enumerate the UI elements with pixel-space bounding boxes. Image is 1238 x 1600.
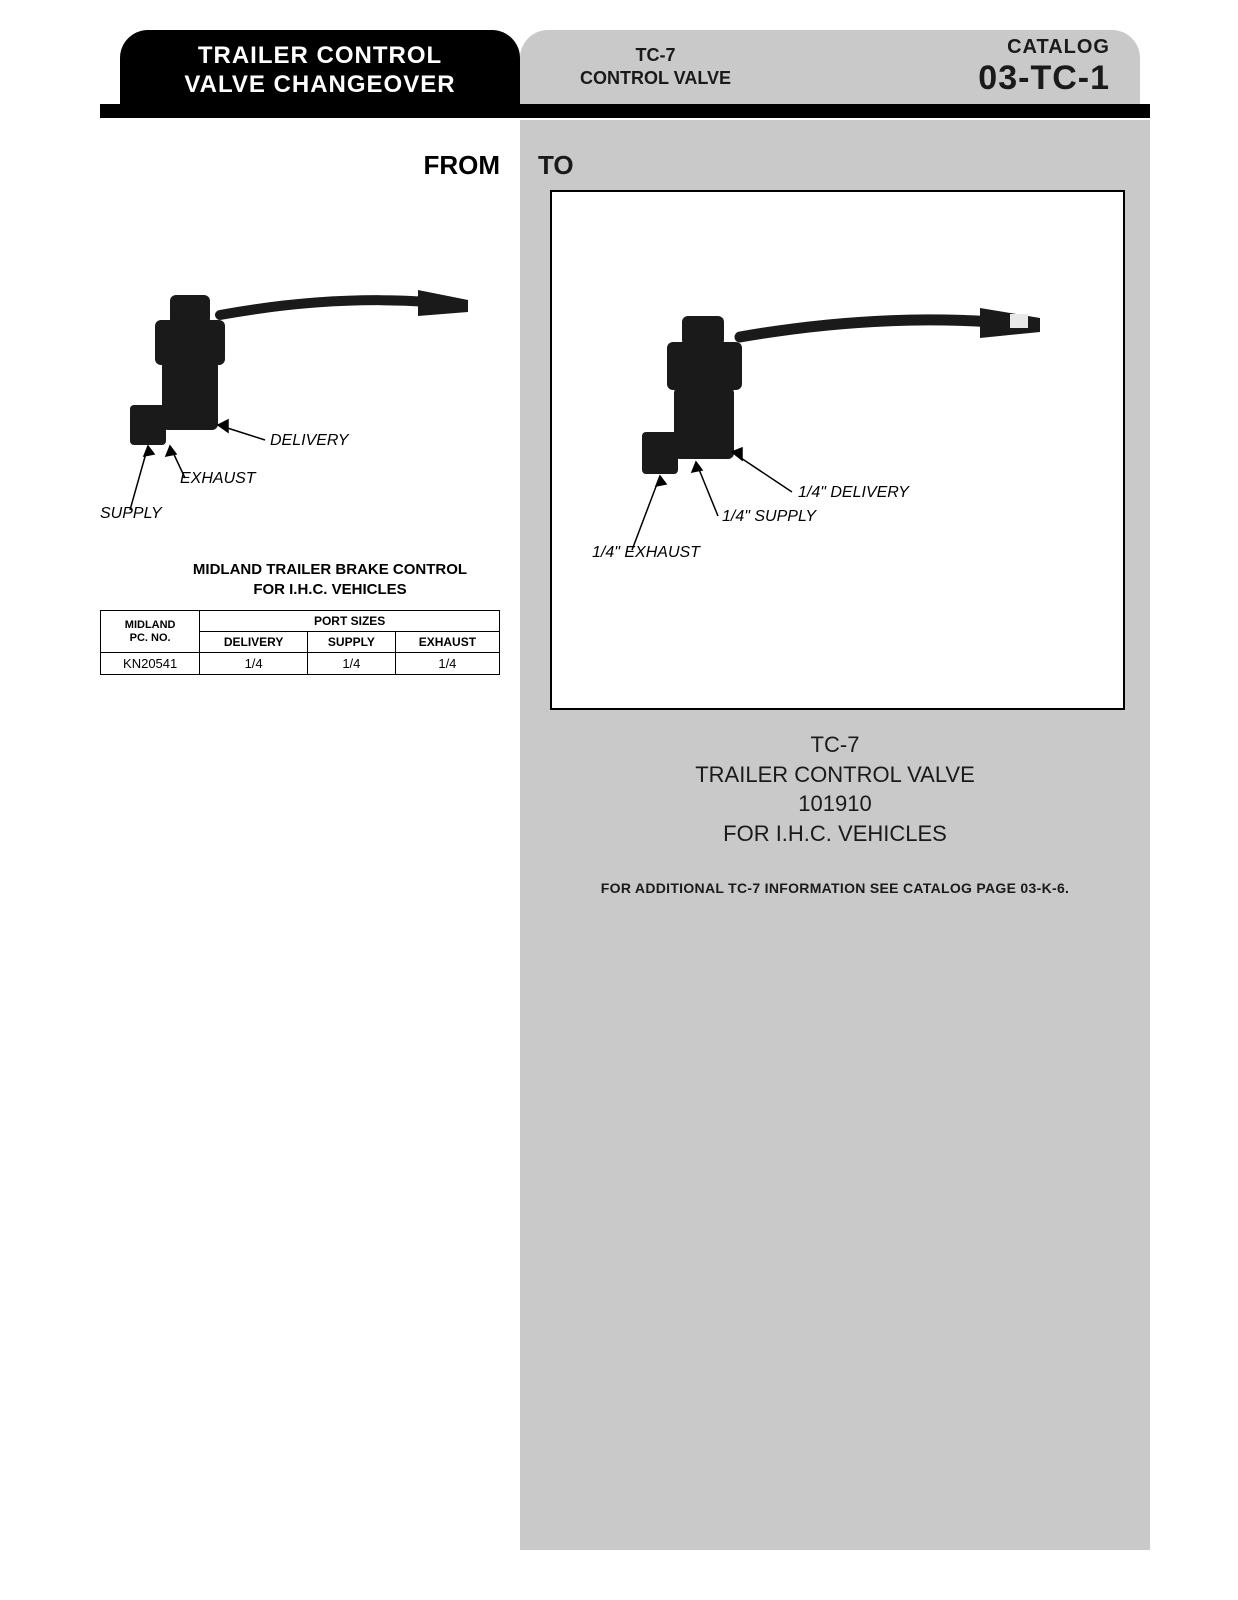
label-delivery-right: 1/4" DELIVERY <box>798 484 909 502</box>
td-supply: 1/4 <box>307 653 395 675</box>
th-midland-pcno-text: MIDLANDPC. NO. <box>125 619 176 643</box>
from-caption: MIDLAND TRAILER BRAKE CONTROL FOR I.H.C.… <box>160 560 500 599</box>
to-caption-line1: TC-7 <box>520 730 1150 760</box>
td-pcno: KN20541 <box>101 653 200 675</box>
td-delivery: 1/4 <box>200 653 308 675</box>
from-valve-diagram: DELIVERY EXHAUST SUPPLY <box>100 260 520 540</box>
header-model: TC-7 <box>580 44 731 67</box>
th-port-sizes: PORT SIZES <box>200 611 500 632</box>
catalog-page: TRAILER CONTROL VALVE CHANGEOVER TC-7 CO… <box>100 30 1150 1550</box>
label-supply-right: 1/4" SUPPLY <box>722 508 816 526</box>
header-tab-left: TRAILER CONTROL VALVE CHANGEOVER <box>120 30 520 104</box>
catalog-code: 03-TC-1 <box>978 59 1110 98</box>
th-midland-pcno: MIDLANDPC. NO. <box>101 611 200 653</box>
to-caption-line4: FOR I.H.C. VEHICLES <box>520 819 1150 849</box>
header-left-line2: VALVE CHANGEOVER <box>120 71 520 100</box>
catalog-label: CATALOG <box>978 36 1110 59</box>
header-desc: CONTROL VALVE <box>580 67 731 90</box>
valve-svg-right <box>592 282 1112 562</box>
table-row: KN20541 1/4 1/4 1/4 <box>101 653 500 675</box>
from-column: FROM <box>100 120 520 1550</box>
to-valve-box: 1/4" DELIVERY 1/4" SUPPLY 1/4" EXHAUST <box>550 190 1125 710</box>
to-caption: TC-7 TRAILER CONTROL VALVE 101910 FOR I.… <box>520 730 1150 849</box>
th-exhaust: EXHAUST <box>395 632 499 653</box>
port-sizes-table: MIDLANDPC. NO. PORT SIZES DELIVERY SUPPL… <box>100 610 500 675</box>
to-footnote: FOR ADDITIONAL TC-7 INFORMATION SEE CATA… <box>520 880 1150 896</box>
to-caption-line2: TRAILER CONTROL VALVE <box>520 760 1150 790</box>
header-right-model-block: TC-7 CONTROL VALVE <box>580 44 731 91</box>
label-exhaust-right: 1/4" EXHAUST <box>592 544 700 562</box>
valve-svg-left <box>100 260 520 540</box>
from-caption-line1: MIDLAND TRAILER BRAKE CONTROL <box>160 560 500 580</box>
td-exhaust: 1/4 <box>395 653 499 675</box>
header-tab-right: TC-7 CONTROL VALVE CATALOG 03-TC-1 <box>520 30 1140 104</box>
to-valve-diagram: 1/4" DELIVERY 1/4" SUPPLY 1/4" EXHAUST <box>592 282 1112 562</box>
from-caption-line2: FOR I.H.C. VEHICLES <box>160 580 500 600</box>
to-column: TO <box>520 120 1150 1550</box>
th-supply: SUPPLY <box>307 632 395 653</box>
to-label: TO <box>538 150 574 181</box>
label-supply-left: SUPPLY <box>100 505 162 523</box>
label-delivery-left: DELIVERY <box>270 432 349 450</box>
th-delivery: DELIVERY <box>200 632 308 653</box>
header-divider-bar <box>100 104 1150 118</box>
page-header: TRAILER CONTROL VALVE CHANGEOVER TC-7 CO… <box>100 30 1150 120</box>
header-catalog-block: CATALOG 03-TC-1 <box>978 36 1110 98</box>
to-caption-line3: 101910 <box>520 789 1150 819</box>
header-left-line1: TRAILER CONTROL <box>120 42 520 71</box>
label-exhaust-left: EXHAUST <box>180 470 256 488</box>
from-label: FROM <box>423 150 500 181</box>
page-body: FROM <box>100 120 1150 1550</box>
